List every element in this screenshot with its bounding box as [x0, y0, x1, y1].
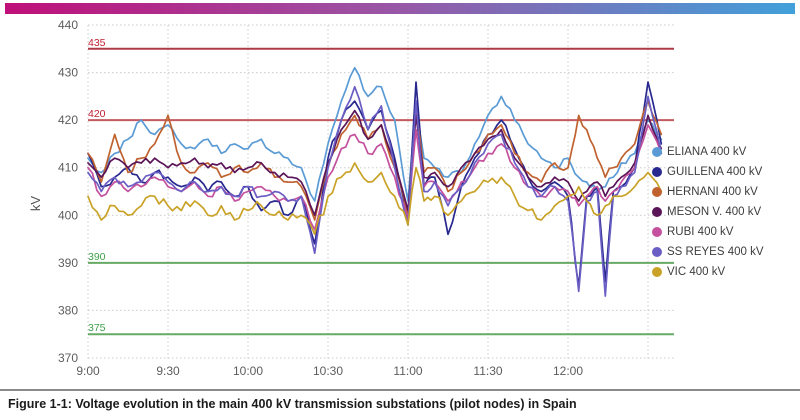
y-tick-label: 370 — [58, 351, 78, 365]
legend-label: HERNANI 400 kV — [667, 185, 758, 198]
legend-swatch-icon — [652, 186, 662, 197]
x-tick-label: 10:30 — [313, 364, 343, 378]
series-lines — [87, 66, 663, 297]
header-gradient-bar — [5, 3, 795, 14]
legend-swatch-icon — [652, 146, 662, 157]
legend-label: GUILLENA 400 kV — [667, 165, 763, 178]
voltage-line-chart: 435 420 390 375 440 430 420 410 400 390 380 3709:00… — [58, 18, 674, 378]
legend-item: SS REYES 400 kV — [652, 245, 764, 258]
legend-item: RUBI 400 kV — [652, 225, 764, 238]
legend-item: VIC 400 kV — [652, 265, 764, 278]
legend-label: MESON V. 400 kV — [667, 205, 762, 218]
x-tick-label: 12:00 — [553, 364, 583, 378]
gridlines — [87, 24, 674, 361]
y-axis-title: kV — [28, 195, 44, 212]
legend-item: HERNANI 400 kV — [652, 185, 764, 198]
x-tick-label: 9:00 — [76, 364, 100, 378]
legend-item: GUILLENA 400 kV — [652, 165, 764, 178]
reference-line-label: 375 — [88, 322, 106, 334]
series-line-meson-v-400-kv — [87, 109, 663, 217]
y-tick-label: 430 — [58, 66, 78, 80]
legend-swatch-icon — [652, 206, 662, 217]
legend-label: SS REYES 400 kV — [667, 245, 764, 258]
caption-separator — [0, 389, 800, 391]
reference-line-label: 420 — [88, 108, 106, 120]
series-line-vic-400-kv — [87, 162, 663, 236]
legend-label: VIC 400 kV — [667, 265, 726, 278]
y-tick-label: 410 — [58, 161, 78, 175]
y-tick-label: 440 — [58, 18, 78, 32]
legend-swatch-icon — [652, 166, 662, 177]
x-tick-label: 9:30 — [156, 364, 180, 378]
x-tick-label: 11:00 — [393, 364, 422, 378]
series-line-eliana-400-kv — [87, 66, 663, 202]
x-tick-label: 11:30 — [473, 364, 502, 378]
figure-caption: Figure 1-1: Voltage evolution in the mai… — [8, 397, 577, 411]
series-line-hernani-400-kv — [87, 100, 663, 221]
y-tick-label: 400 — [58, 208, 78, 222]
legend-label: RUBI 400 kV — [667, 225, 734, 238]
reference-lines: 435 420 390 375 — [88, 37, 674, 336]
legend-item: ELIANA 400 kV — [652, 145, 764, 158]
legend-swatch-icon — [652, 266, 662, 277]
legend-item: MESON V. 400 kV — [652, 205, 764, 218]
chart-legend: ELIANA 400 kV GUILLENA 400 kV HERNANI 400 … — [652, 145, 764, 278]
reference-line-label: 390 — [88, 251, 106, 263]
legend-label: ELIANA 400 kV — [667, 145, 747, 158]
y-tick-label: 390 — [58, 256, 78, 270]
y-tick-label: 420 — [58, 113, 78, 127]
legend-swatch-icon — [652, 246, 662, 257]
series-line-rubi-400-kv — [87, 124, 663, 231]
legend-swatch-icon — [652, 226, 662, 237]
y-tick-label: 380 — [58, 303, 78, 317]
series-line-ss-reyes-400-kv — [87, 85, 663, 297]
reference-line-label: 435 — [88, 37, 106, 49]
x-tick-label: 10:00 — [233, 364, 263, 378]
